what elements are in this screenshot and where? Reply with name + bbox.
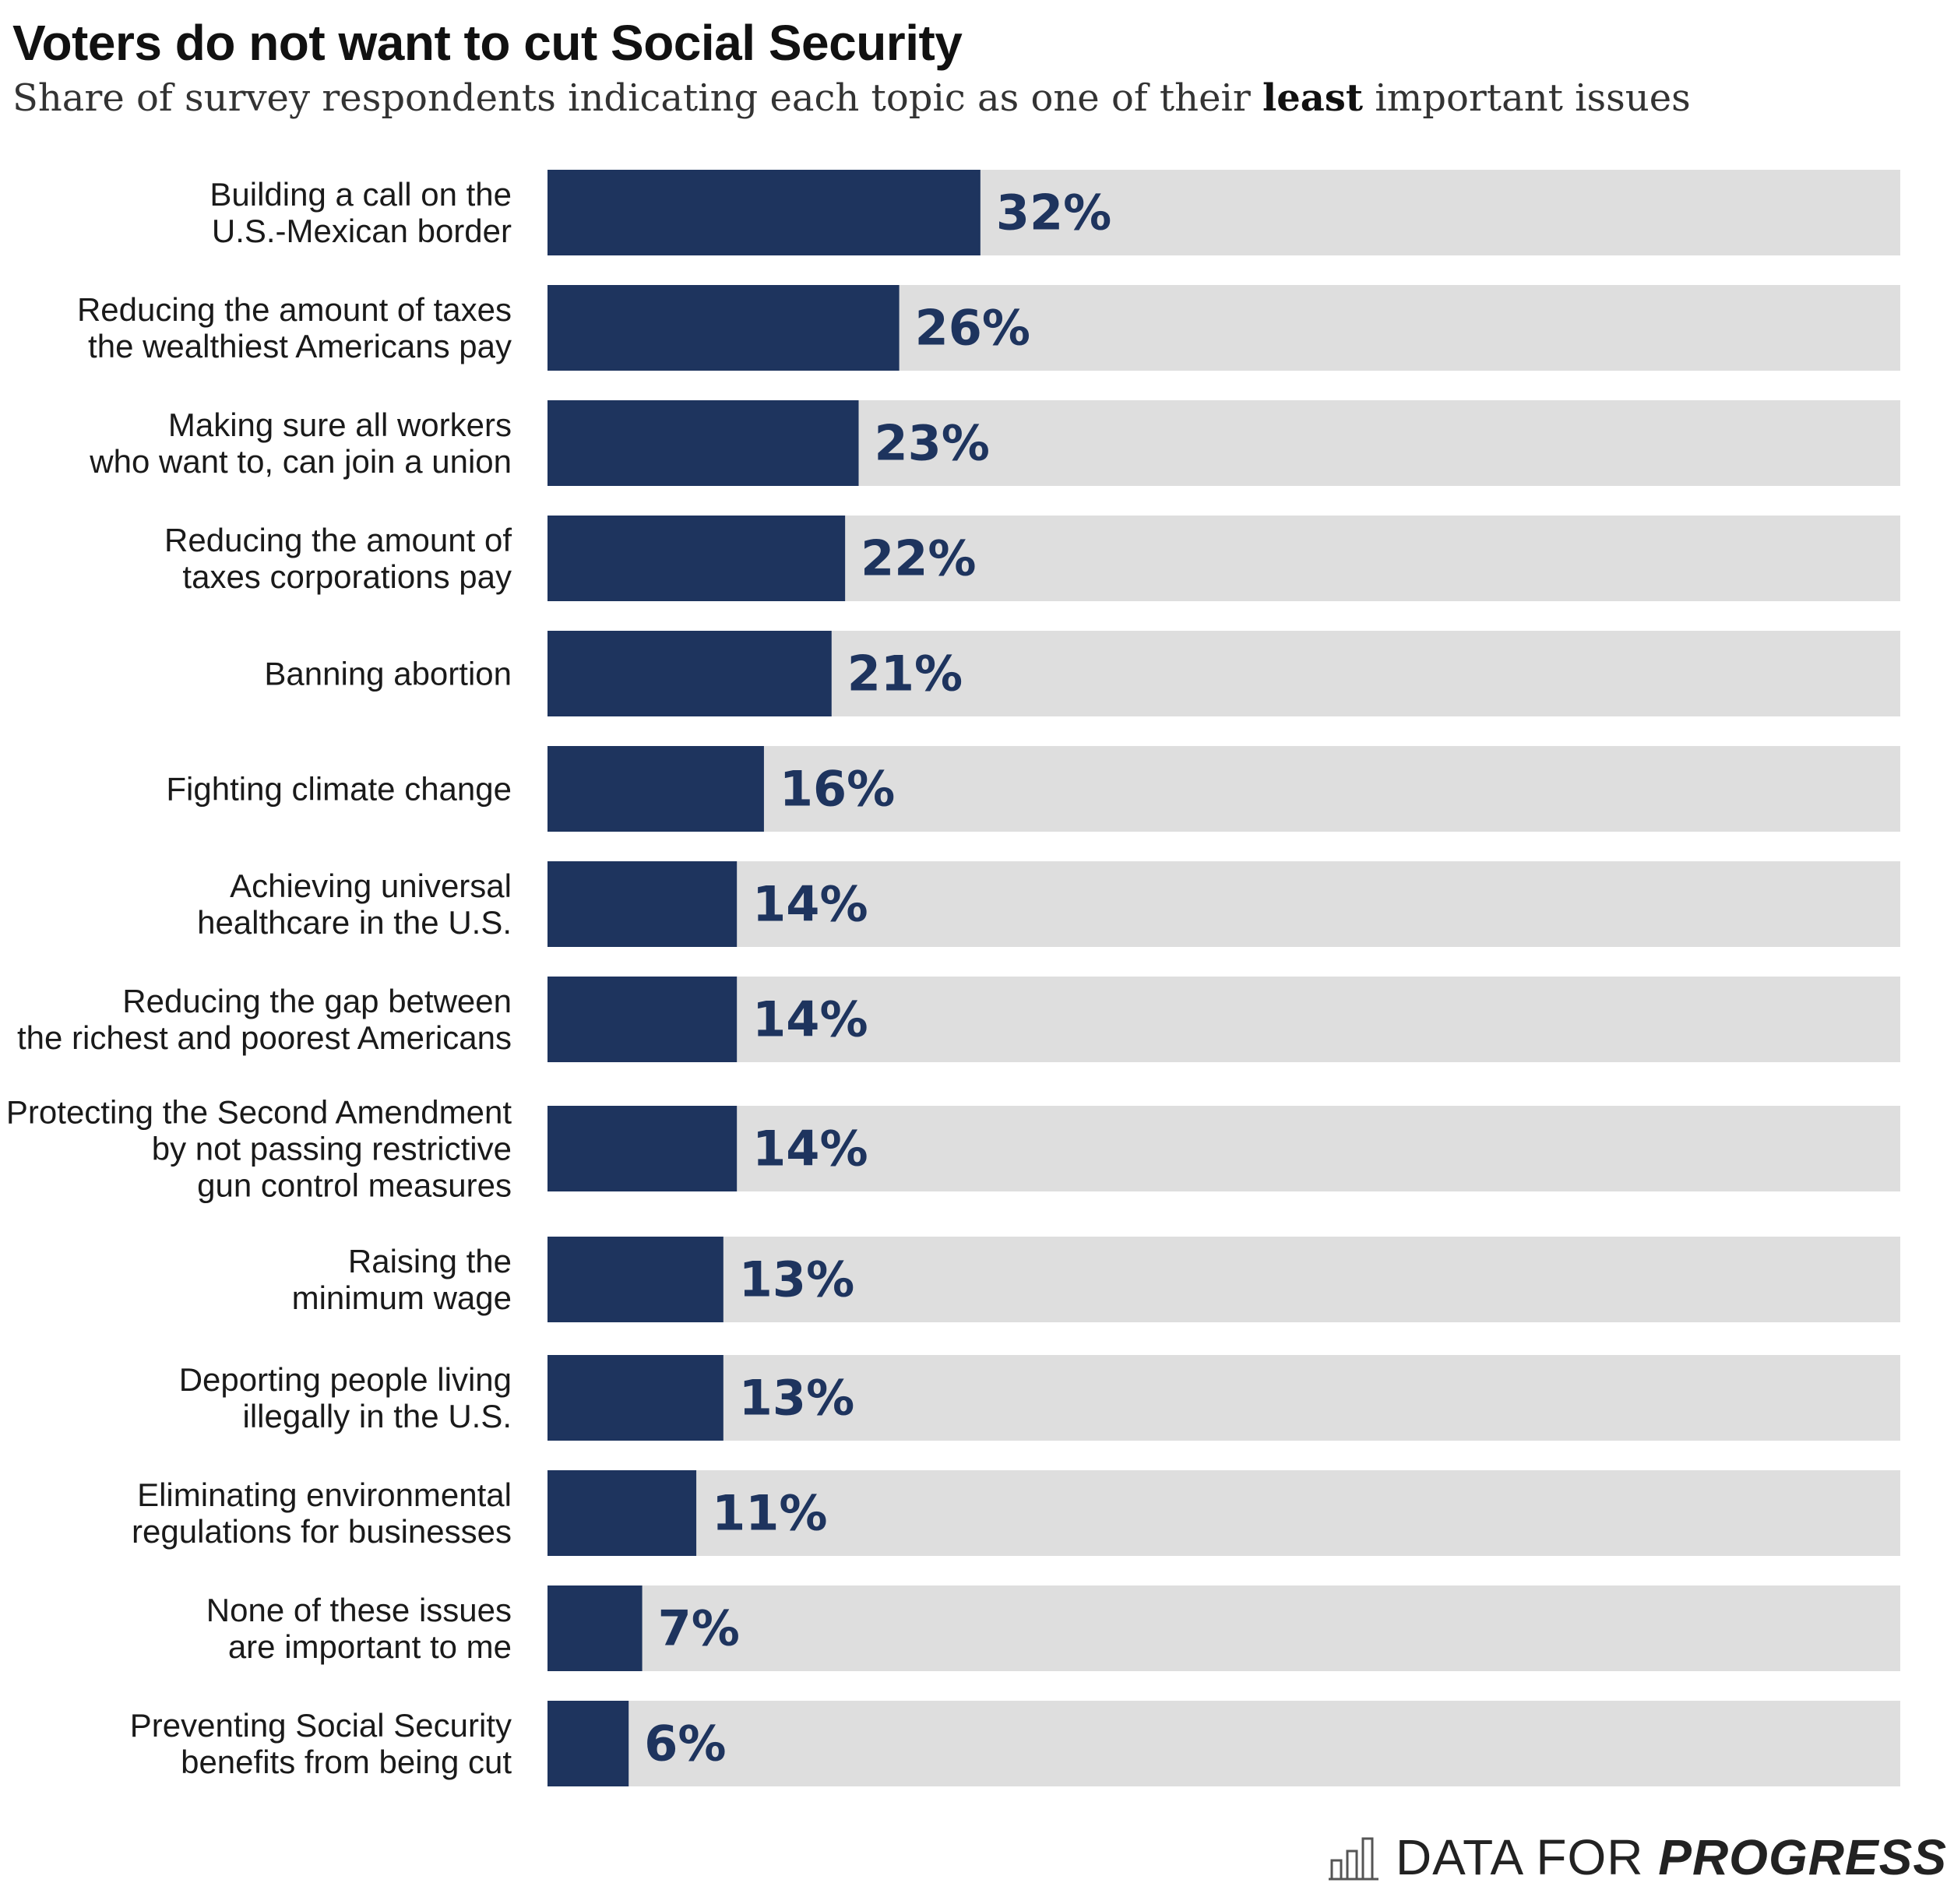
brand-name: DATA FOR PROGRESS [1396,1828,1947,1886]
bar-track [547,746,1900,832]
bar-track [547,1237,1900,1322]
category-label-line: benefits from being cut [181,1744,512,1780]
category-label: Eliminating environmental regulations for… [132,1476,512,1550]
subtitle-text-start: Share of survey respondents indicating e… [12,76,1263,120]
data-label: 21% [847,646,963,702]
brand-name-bold: PROGRESS [1658,1829,1947,1885]
category-label: Raising the minimum wage [292,1243,512,1316]
bar-chart: 32% Building a call on the U.S.-Mexican bo… [6,170,1900,1786]
category-label-line: healthcare in the U.S. [197,904,512,941]
category-label: Making sure all workers who want to, can … [89,406,512,480]
data-label: 13% [739,1251,854,1308]
category-label: Reducing the amount of taxes corporations… [164,522,512,595]
category-label-line: Achieving universal [230,868,512,904]
data-label: 14% [752,991,868,1048]
category-label-line: U.S.-Mexican border [212,213,512,249]
bar-track [547,1106,1900,1191]
category-label-line: None of these issues [206,1592,512,1628]
data-label: 16% [780,761,895,818]
bar [547,285,900,371]
bar [547,1701,629,1786]
bar [547,170,981,255]
chart-subtitle: Share of survey respondents indicating e… [12,76,1691,120]
category-label-line: the richest and poorest Americans [17,1019,512,1056]
data-label: 14% [752,876,868,933]
bar-track [547,1585,1900,1671]
category-label-line: Reducing the gap between [122,983,512,1019]
category-label-line: Reducing the amount of [164,522,512,558]
category-label-line: taxes corporations pay [182,558,512,595]
category-label-line: Fighting climate change [166,771,512,808]
category-label-line: Reducing the amount of taxes [77,291,512,328]
category-label: Achieving universal healthcare in the U.S… [197,868,512,941]
bar [547,516,846,601]
category-label: Reducing the amount of taxes the wealthie… [77,291,512,364]
category-label-line: regulations for businesses [132,1513,512,1550]
bar [547,1355,724,1441]
data-label: 32% [996,185,1111,241]
bar [547,1106,738,1191]
category-label-line: minimum wage [292,1279,512,1316]
bar [547,977,738,1062]
bar-track [547,1701,1900,1786]
category-label-line: Eliminating environmental [137,1476,512,1513]
data-label: 11% [712,1485,827,1542]
brand-name-regular: DATA FOR [1395,1829,1659,1885]
bar-track [547,977,1900,1062]
category-label-line: Protecting the Second Amendment [6,1094,512,1131]
category-label: Deporting people living illegally in the … [179,1361,512,1434]
category-label: Banning abortion [264,656,512,692]
category-label-line: Deporting people living [179,1361,512,1398]
category-label-line: Banning abortion [264,656,512,692]
category-label: Building a call on the U.S.-Mexican borde… [209,176,512,249]
category-label-line: who want to, can join a union [89,443,512,480]
data-label: 6% [644,1716,726,1772]
data-label: 13% [739,1370,854,1427]
bar [547,400,859,486]
data-label: 26% [915,300,1030,357]
subtitle-emphasis: least [1262,76,1364,120]
bar-track [547,1355,1900,1441]
bar [547,1585,643,1671]
category-label-line: by not passing restrictive [152,1131,512,1167]
bar [547,631,832,716]
category-label: None of these issues are important to me [206,1592,512,1665]
bar-track [547,861,1900,947]
data-label: 14% [752,1121,868,1177]
category-label: Preventing Social Security benefits from … [130,1707,512,1780]
bar [547,1470,697,1556]
category-label: Fighting climate change [166,771,512,808]
category-label-line: Building a call on the [209,176,512,213]
category-label-line: are important to me [228,1628,512,1665]
bar-track [547,1470,1900,1556]
bar-chart-logo-icon [1328,1837,1378,1881]
footer-brand: DATA FOR PROGRESS [1328,1828,1947,1886]
data-label: 7% [658,1600,740,1657]
category-label: Protecting the Second Amendment by not pa… [6,1094,512,1204]
category-label-line: gun control measures [197,1167,512,1204]
category-label: Reducing the gap between the richest and … [17,983,512,1056]
subtitle-text-end: important issues [1363,76,1691,120]
category-label-line: the wealthiest Americans pay [88,328,512,364]
data-label: 23% [875,415,990,472]
chart-title: Voters do not want to cut Social Securit… [12,15,963,71]
category-label-line: Raising the [348,1243,512,1279]
bar [547,746,764,832]
category-label-line: illegally in the U.S. [243,1398,512,1434]
bar [547,1237,724,1322]
data-label: 22% [861,530,976,587]
bar [547,861,738,947]
category-label-line: Making sure all workers [168,406,512,443]
category-label-line: Preventing Social Security [130,1707,512,1744]
